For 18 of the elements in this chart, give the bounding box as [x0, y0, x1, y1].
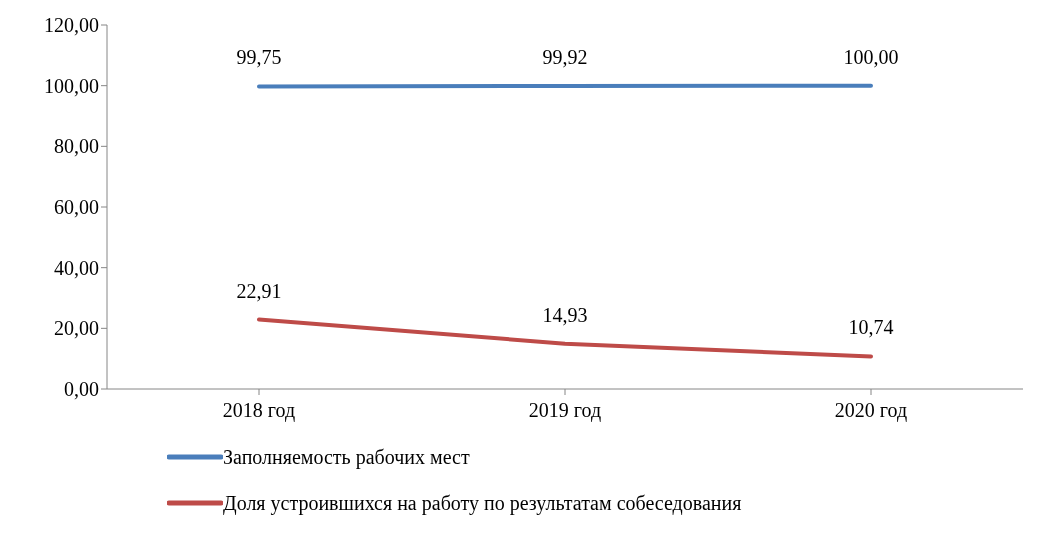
data-label: 100,00	[843, 45, 899, 68]
data-label: 22,91	[236, 279, 282, 302]
x-tick-label: 2018 год	[222, 399, 296, 423]
y-tick-label: 120,00	[44, 14, 99, 37]
data-label: 99,92	[542, 45, 588, 68]
x-tick-label: 2019 год	[528, 399, 602, 423]
data-label: 10,74	[848, 316, 894, 339]
y-tick-label: 80,00	[54, 135, 99, 158]
y-tick-label: 0,00	[64, 378, 99, 401]
legend-label: Заполняемость рабочих мест	[223, 445, 470, 469]
y-tick-label: 20,00	[54, 317, 99, 340]
y-tick-label: 100,00	[44, 74, 99, 97]
legend-label: Доля устроившихся на работу по результатам собеседования	[223, 491, 742, 515]
y-tick-label: 40,00	[54, 256, 99, 279]
y-tick-label: 60,00	[54, 196, 99, 219]
data-label: 99,75	[236, 46, 282, 69]
x-tick-label: 2020 год	[834, 399, 908, 423]
data-label: 14,93	[542, 303, 588, 326]
